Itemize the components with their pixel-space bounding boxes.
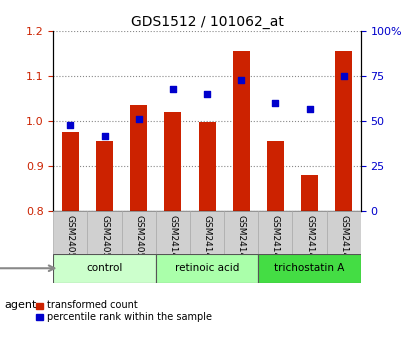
FancyBboxPatch shape [224, 211, 258, 254]
FancyBboxPatch shape [155, 254, 258, 283]
Text: GSM24055: GSM24055 [134, 215, 143, 264]
Point [101, 133, 108, 138]
Bar [130, 106, 147, 211]
FancyBboxPatch shape [87, 211, 121, 254]
FancyBboxPatch shape [258, 254, 360, 283]
Point [237, 77, 244, 82]
Text: GSM24053: GSM24053 [66, 215, 75, 264]
Text: agent: agent [4, 300, 36, 310]
Bar [232, 51, 249, 211]
Bar [334, 51, 351, 211]
FancyBboxPatch shape [155, 211, 189, 254]
Text: GSM24143: GSM24143 [168, 215, 177, 264]
Bar [62, 132, 79, 211]
Bar [300, 175, 317, 211]
Text: transformed count: transformed count [47, 300, 137, 310]
Text: GSM24145: GSM24145 [236, 215, 245, 264]
Bar [96, 141, 113, 211]
Text: GSM24054: GSM24054 [100, 215, 109, 264]
Bar [198, 122, 215, 211]
Point [203, 91, 210, 97]
Text: GSM24147: GSM24147 [304, 215, 313, 264]
FancyBboxPatch shape [53, 211, 87, 254]
Point [272, 100, 278, 106]
Bar [164, 112, 181, 211]
FancyBboxPatch shape [53, 254, 155, 283]
FancyBboxPatch shape [258, 211, 292, 254]
Point [135, 117, 142, 122]
Text: control: control [86, 263, 122, 273]
Text: GSM24148: GSM24148 [338, 215, 347, 264]
FancyBboxPatch shape [326, 211, 360, 254]
Point [306, 106, 312, 111]
FancyBboxPatch shape [189, 211, 224, 254]
Point [67, 122, 74, 128]
Point [169, 86, 176, 91]
Text: GSM24144: GSM24144 [202, 215, 211, 264]
Title: GDS1512 / 101062_at: GDS1512 / 101062_at [130, 14, 283, 29]
Point [339, 73, 346, 79]
FancyBboxPatch shape [121, 211, 155, 254]
Text: retinoic acid: retinoic acid [174, 263, 239, 273]
FancyBboxPatch shape [292, 211, 326, 254]
Bar [266, 141, 283, 211]
Text: trichostatin A: trichostatin A [274, 263, 344, 273]
Text: percentile rank within the sample: percentile rank within the sample [47, 312, 211, 322]
Text: GSM24146: GSM24146 [270, 215, 279, 264]
